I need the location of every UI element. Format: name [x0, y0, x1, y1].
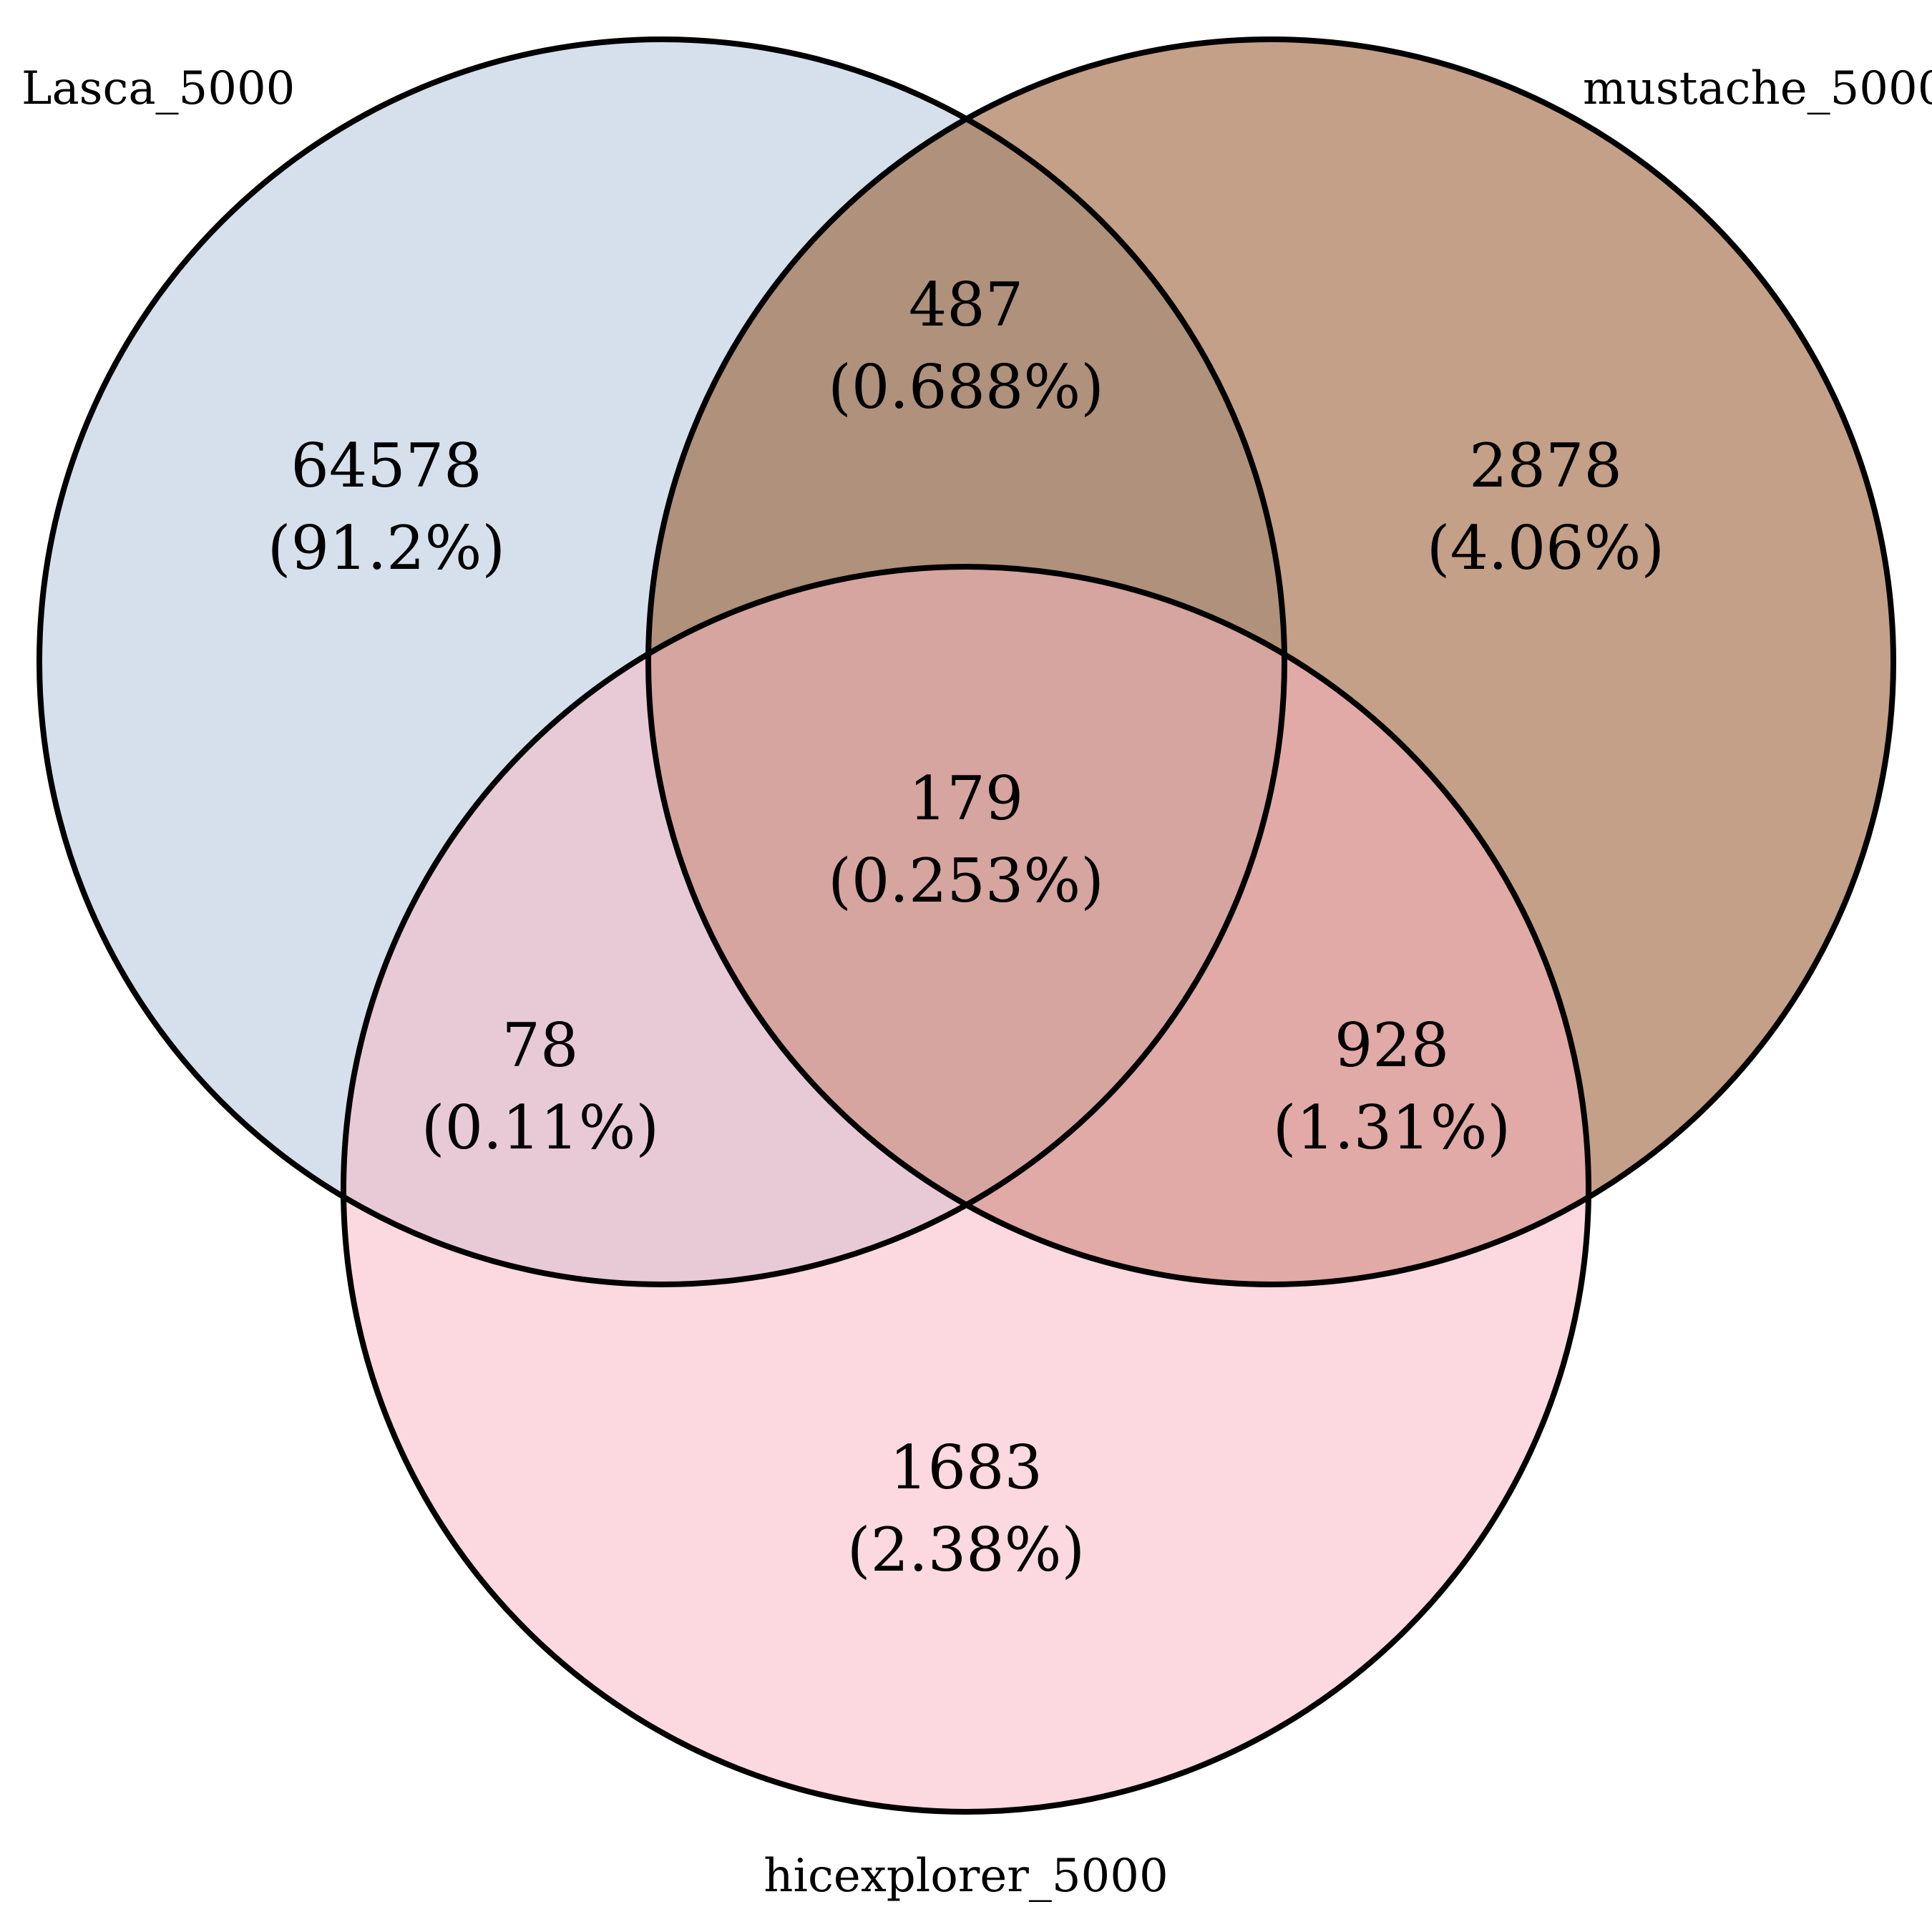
region-percent-lasca-hicexplorer: (0.11%) [421, 1093, 659, 1163]
region-percent-lasca-only: (91.2%) [268, 513, 505, 583]
set-label-hicexplorer: hicexplorer_5000 [763, 1850, 1168, 1903]
region-percent-mustache-only: (4.06%) [1427, 513, 1664, 583]
region-percent-mustache-hicexplorer: (1.31%) [1273, 1093, 1511, 1163]
region-count-mustache-only: 2878 [1469, 431, 1622, 501]
region-count-all-three: 179 [909, 763, 1023, 834]
region-count-lasca-hicexplorer: 78 [502, 1010, 579, 1080]
region-count-hicexplorer-only: 1683 [889, 1433, 1043, 1503]
region-count-mustache-hicexplorer: 928 [1335, 1010, 1449, 1080]
region-count-lasca-mustache: 487 [909, 270, 1023, 340]
circle-lasca-outline [36, 36, 1287, 1287]
region-percent-hicexplorer-only: (2.38%) [847, 1515, 1085, 1585]
circle-hicexplorer-outline [341, 564, 1591, 1815]
set-label-mustache: mustache_5000 [1583, 62, 1932, 115]
region-percent-all-three: (0.253%) [828, 846, 1104, 916]
region-count-lasca-only: 64578 [291, 431, 482, 501]
set-label-lasca: Lasca_5000 [21, 62, 295, 115]
region-percent-lasca-mustache: (0.688%) [828, 352, 1104, 422]
circle-mustache-outline [645, 36, 1896, 1287]
